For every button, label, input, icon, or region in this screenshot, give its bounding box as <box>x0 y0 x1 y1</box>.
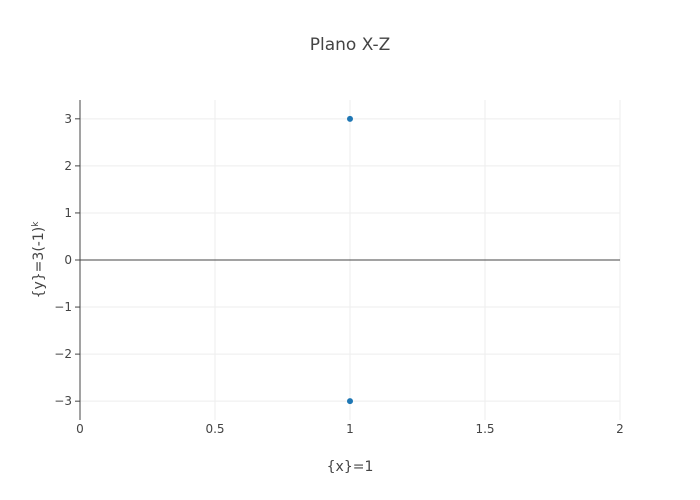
x-tick-label: 1.5 <box>475 422 494 436</box>
x-tick-label: 2 <box>616 422 624 436</box>
x-tick-label: 1 <box>346 422 354 436</box>
chart-title: Plano X-Z <box>310 35 391 55</box>
x-tick-label: 0 <box>76 422 84 436</box>
data-point[interactable] <box>347 398 353 405</box>
y-axis-title: {y}=3(-1)k <box>31 221 47 299</box>
y-tick-label: −3 <box>54 394 72 408</box>
y-tick-label: 2 <box>64 159 72 173</box>
x-tick-label: 0.5 <box>205 422 224 436</box>
x-axis-title: {x}=1 <box>327 459 374 475</box>
data-point[interactable] <box>347 115 353 122</box>
y-tick-label: 0 <box>64 253 72 267</box>
y-tick-label: −1 <box>54 300 72 314</box>
y-axis-title-base: {y}=3(-1) <box>31 227 47 299</box>
axes-layer <box>75 100 620 420</box>
y-tick-label: −2 <box>54 347 72 361</box>
y-axis-title-superscript: k <box>31 221 41 227</box>
labels-layer: 0 0.5 1 1.5 2 3 2 1 0 −1 −2 −3 <box>54 112 624 436</box>
y-tick-label: 3 <box>64 112 72 126</box>
y-tick-label: 1 <box>64 206 72 220</box>
points-layer <box>347 115 353 405</box>
